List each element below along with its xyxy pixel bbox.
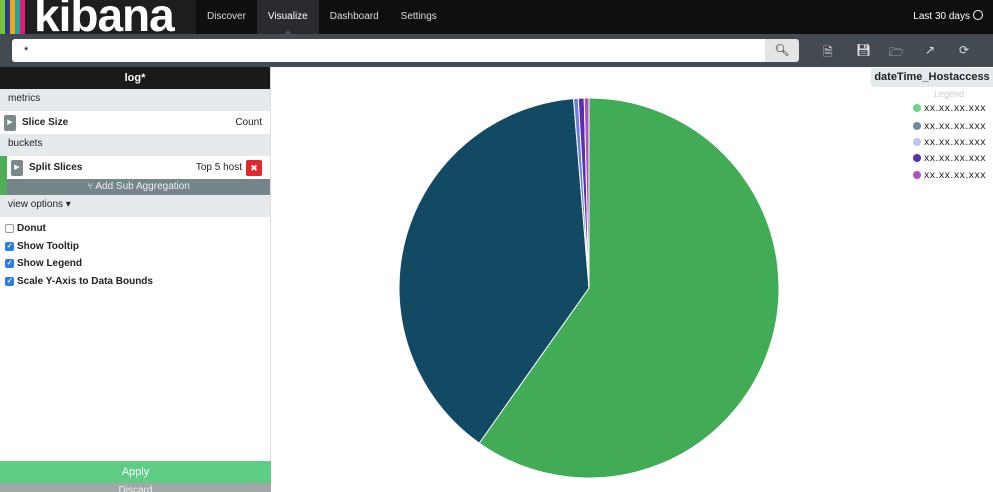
sidebar: log* metrics ▶ Slice Size Count buckets … xyxy=(0,67,271,492)
legend-item[interactable]: xx.xx.xx.xxx xyxy=(913,120,986,132)
option-label: Show Legend xyxy=(17,258,82,270)
search-bar: 🔍︎ 🗎︎ 💾︎ 🗁︎ ↗ ⟳ xyxy=(0,34,993,67)
logo-stripe xyxy=(5,0,10,34)
search-icon: 🔍︎ xyxy=(774,43,790,57)
view-options-toggle[interactable]: view options ▾ xyxy=(0,195,270,217)
split-slices-block: ▶ Split Slices Top 5 host ✖ ⑂ Add Sub Ag… xyxy=(0,156,270,195)
legend-label: xx.xx.xx.xxx xyxy=(924,169,987,181)
remove-agg-button[interactable]: ✖ xyxy=(246,159,262,176)
split-slices-value: Top 5 host xyxy=(195,162,242,173)
expand-caret-icon[interactable]: ▶ xyxy=(4,114,16,131)
nav-visualize[interactable]: Visualize xyxy=(256,0,319,34)
option-show-tooltip[interactable]: ✓ Show Tooltip xyxy=(0,238,270,256)
legend-color-dot xyxy=(913,122,921,130)
time-picker[interactable]: Last 30 days xyxy=(913,0,983,34)
nav-discover[interactable]: Discover xyxy=(207,11,246,22)
pie-slice[interactable] xyxy=(478,97,780,479)
option-label: Show Tooltip xyxy=(17,240,80,252)
main-nav: Discover Visualize Dashboard Settings xyxy=(196,0,448,34)
refresh-icon[interactable]: ⟳ xyxy=(959,43,970,57)
legend-label: xx.xx.xx.xxx xyxy=(924,136,987,148)
top-navbar: kibana Discover Visualize Dashboard Setting… xyxy=(0,0,993,34)
apply-button[interactable]: Apply xyxy=(0,461,271,483)
save-icon[interactable]: 💾︎ xyxy=(856,43,872,57)
legend-item[interactable]: xx.xx.xx.xxx xyxy=(913,136,986,148)
split-slices-label: Split Slices xyxy=(29,162,83,173)
discard-button[interactable]: Discard xyxy=(0,483,271,492)
legend-item[interactable]: xx.xx.xx.xxx xyxy=(913,169,986,181)
option-show-legend[interactable]: ✓ Show Legend xyxy=(0,255,270,273)
option-label: Scale Y-Axis to Data Bounds xyxy=(17,275,153,287)
legend-color-dot xyxy=(913,154,921,162)
legend-color-dot xyxy=(913,171,921,179)
clock-icon xyxy=(973,10,983,20)
option-label: Donut xyxy=(17,223,46,235)
open-icon[interactable]: 🗁︎ xyxy=(889,45,904,59)
time-range-label: Last 30 days xyxy=(913,11,970,22)
slice-size-label: Slice Size xyxy=(22,117,69,128)
logo-stripe xyxy=(10,0,15,34)
add-sub-aggregation-button[interactable]: ⑂ Add Sub Aggregation xyxy=(7,179,270,195)
legend-label: xx.xx.xx.xxx xyxy=(924,120,987,132)
logo-stripe xyxy=(20,0,25,34)
index-pattern-title: log* xyxy=(0,67,270,89)
legend-item[interactable]: xx.xx.xx.xxx xyxy=(913,152,986,164)
logo-stripe xyxy=(0,0,5,34)
expand-caret-icon[interactable]: ▶ xyxy=(11,159,23,176)
buckets-header: buckets xyxy=(0,134,270,156)
logo-stripe xyxy=(15,0,20,34)
option-donut[interactable]: Donut xyxy=(0,220,270,238)
pie-slice[interactable] xyxy=(398,98,590,444)
legend-title: dateTime_Hostaccess xyxy=(871,68,993,87)
split-slices-agg[interactable]: ▶ Split Slices Top 5 host ✖ xyxy=(7,156,270,179)
checkbox[interactable]: ✓ xyxy=(5,259,14,269)
legend-label: xx.xx.xx.xxx xyxy=(924,152,987,164)
nav-dashboard[interactable]: Dashboard xyxy=(329,11,379,22)
new-visualization-icon[interactable]: 🗎︎ xyxy=(823,45,833,59)
legend-color-dot xyxy=(913,104,921,112)
legend-color-dot xyxy=(913,138,921,146)
checkbox[interactable]: ✓ xyxy=(5,276,14,286)
search-input[interactable] xyxy=(12,39,765,62)
option-scale-y-axis-to-data-bounds[interactable]: ✓ Scale Y-Axis to Data Bounds xyxy=(0,273,270,291)
slice-size-value: Count xyxy=(235,117,262,128)
checkbox[interactable] xyxy=(5,224,14,234)
kibana-logo[interactable]: kibana xyxy=(0,0,196,34)
search-button[interactable]: 🔍︎ xyxy=(765,39,799,62)
nav-settings[interactable]: Settings xyxy=(400,11,437,22)
legend-toggle[interactable]: Legend xyxy=(934,89,965,99)
legend-label: xx.xx.xx.xxx xyxy=(924,102,987,114)
slice-size-agg[interactable]: ▶ Slice Size Count xyxy=(0,111,270,134)
legend-item[interactable]: xx.xx.xx.xxx xyxy=(913,102,986,114)
pie-slice[interactable] xyxy=(583,97,590,289)
metrics-header: metrics xyxy=(0,89,270,111)
checkbox[interactable]: ✓ xyxy=(5,241,14,251)
share-icon[interactable]: ↗ xyxy=(925,43,936,57)
